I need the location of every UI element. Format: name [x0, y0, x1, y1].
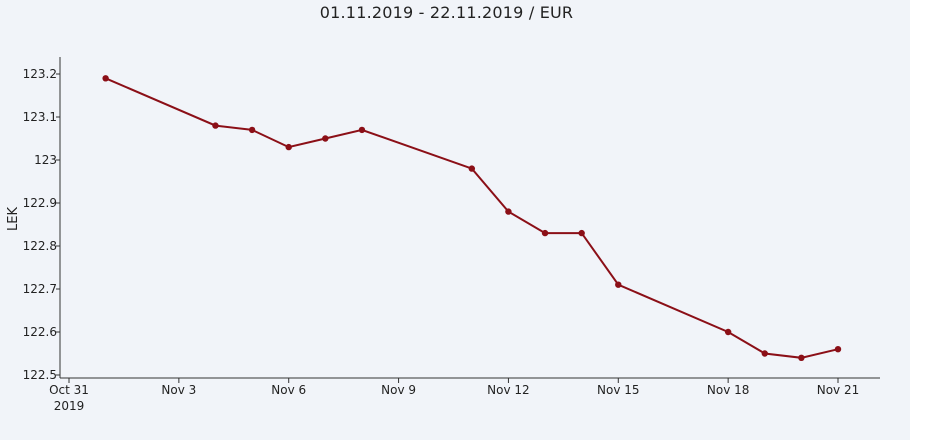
- x-tick-label: Oct 31: [49, 383, 89, 397]
- y-axis-ticks: 122.5 122.6 122.7 122.8 122.9 123 123.1 123.2: [23, 67, 60, 382]
- data-point[interactable]: [358, 126, 366, 134]
- y-tick-label: 123.1: [23, 110, 57, 124]
- x-tick-label: Nov 9: [381, 383, 416, 397]
- x-tick-label: Nov 15: [597, 383, 640, 397]
- x-tick-label: Nov 18: [707, 383, 750, 397]
- data-point[interactable]: [212, 122, 219, 129]
- data-point[interactable]: [322, 135, 329, 142]
- chart-svg: Oct 31 2019 Nov 3 Nov 6 Nov 9 Nov 12 Nov 15 Nov…: [6, 57, 880, 413]
- data-point[interactable]: [578, 229, 585, 237]
- y-tick-label: 122.6: [23, 325, 57, 339]
- y-tick-label: 122.5: [23, 368, 57, 382]
- chart-area: 01.11.2019 - 22.11.2019 / EUR Oct 31 2019…: [0, 0, 910, 440]
- x-tick-sublabel: 2019: [54, 399, 85, 413]
- y-tick-label: 122.7: [23, 282, 57, 296]
- series-line: [105, 77, 839, 359]
- y-tick-label: 123.2: [23, 67, 57, 81]
- data-point[interactable]: [102, 75, 109, 82]
- data-point[interactable]: [505, 208, 512, 215]
- y-tick-label: 122.8: [23, 239, 57, 253]
- y-axis-label: LEK: [6, 207, 21, 231]
- data-point[interactable]: [285, 143, 292, 151]
- data-point[interactable]: [761, 350, 768, 357]
- data-point[interactable]: [834, 346, 842, 353]
- axes: [59, 57, 880, 379]
- data-point[interactable]: [724, 328, 732, 336]
- data-point[interactable]: [468, 165, 476, 172]
- series-group: [102, 75, 842, 361]
- data-point[interactable]: [541, 229, 549, 237]
- y-tick-label: 123: [34, 153, 57, 167]
- y-tick-label: 122.9: [23, 196, 57, 210]
- x-tick-label: Nov 12: [487, 383, 530, 397]
- data-point[interactable]: [798, 354, 805, 361]
- x-axis-ticks: Oct 31 2019 Nov 3 Nov 6 Nov 9 Nov 12 Nov 15 Nov…: [49, 378, 859, 413]
- chart-title: 01.11.2019 - 22.11.2019 / EUR: [319, 3, 574, 22]
- x-tick-label: Nov 21: [817, 383, 860, 397]
- data-point[interactable]: [248, 126, 256, 134]
- x-tick-label: Nov 3: [161, 383, 196, 397]
- data-point[interactable]: [615, 281, 622, 288]
- x-tick-label: Nov 6: [271, 383, 306, 397]
